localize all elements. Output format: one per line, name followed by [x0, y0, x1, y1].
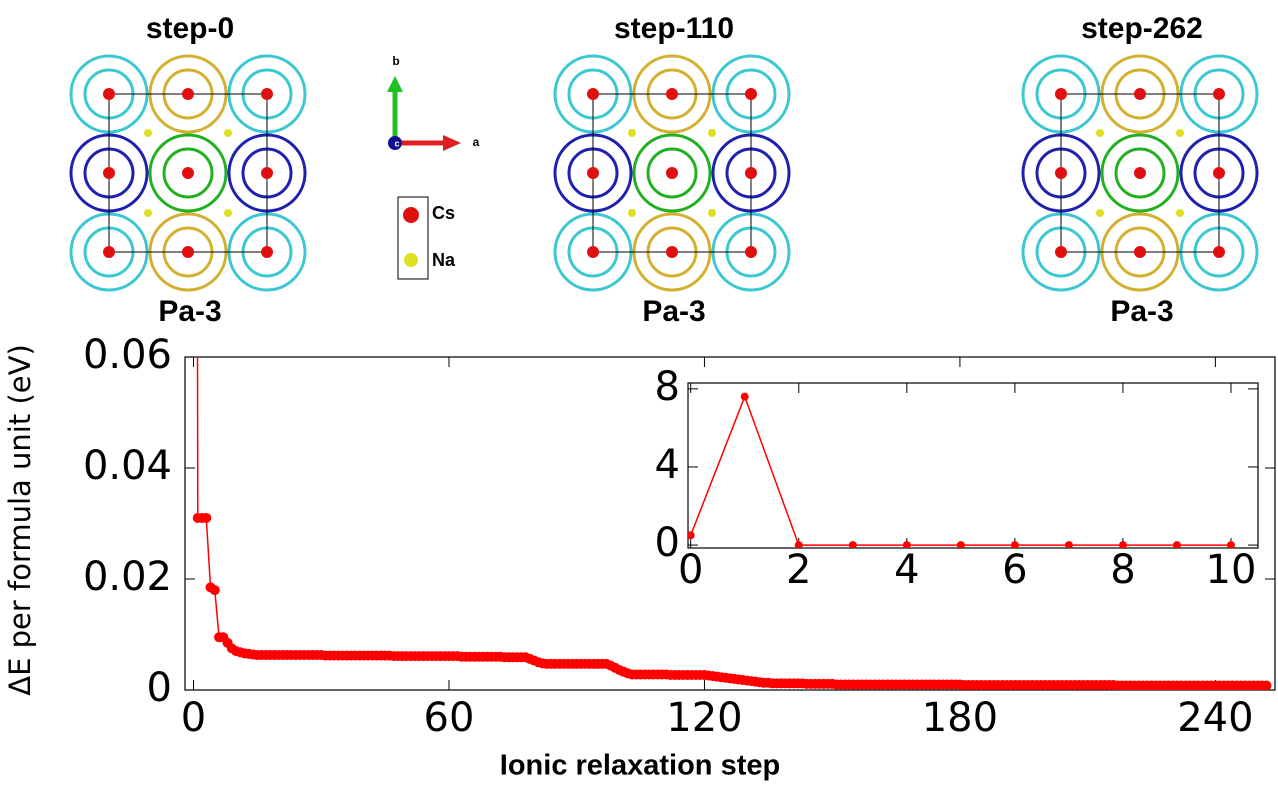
axis-label: c	[394, 138, 399, 148]
y-tick-label: 0.04	[83, 443, 172, 489]
x-tick-label: 180	[922, 695, 998, 741]
x-tick-label: 120	[666, 695, 742, 741]
legend-label: Na	[432, 250, 456, 270]
y-tick-label: 0.06	[83, 332, 172, 378]
data-point	[849, 541, 857, 549]
space-group: Pa-3	[158, 295, 221, 328]
data-point	[1261, 681, 1271, 691]
data-point	[795, 541, 803, 549]
x-tick-label: 60	[424, 695, 475, 741]
x-tick-label: 8	[1110, 547, 1135, 593]
atoms-legend: Cs Na	[398, 197, 456, 279]
plot-frame	[688, 383, 1258, 548]
structure-step-0	[71, 56, 305, 290]
axis-label: a	[473, 135, 480, 149]
legend-label: Cs	[432, 203, 455, 223]
axis-triad: b a c	[387, 54, 480, 151]
data-point	[1173, 541, 1181, 549]
x-tick-label: 2	[786, 547, 811, 593]
structure-title: step-0	[146, 12, 234, 45]
y-tick-label: 0	[147, 665, 172, 711]
data-point	[201, 513, 211, 523]
data-point	[903, 541, 911, 549]
data-point	[1119, 541, 1127, 549]
data-point	[1011, 541, 1019, 549]
x-axis-label: Ionic relaxation step	[500, 750, 780, 782]
y-tick-label: 0	[655, 520, 680, 566]
data-point	[210, 585, 220, 595]
structure-title: step-262	[1081, 12, 1203, 45]
structure-step-262	[1023, 56, 1257, 290]
x-tick-label: 10	[1206, 547, 1257, 593]
figure: step-0 step-110 step-262 Pa-3 Pa-3 Pa-3 …	[0, 0, 1278, 783]
y-axis-label: ΔE per formula unit (eV)	[3, 344, 37, 696]
x-tick-label: 6	[1002, 547, 1027, 593]
y-tick-label: 0.02	[83, 554, 172, 600]
data-point	[1065, 541, 1073, 549]
x-tick-label: 0	[678, 547, 703, 593]
x-tick-label: 240	[1177, 695, 1253, 741]
y-tick-label: 8	[655, 364, 680, 410]
structure-title: step-110	[614, 12, 734, 45]
space-group: Pa-3	[642, 295, 705, 328]
axis-label: b	[392, 54, 399, 68]
data-point	[741, 393, 749, 401]
structure-step-110	[555, 56, 789, 290]
data-point	[1227, 541, 1235, 549]
data-point	[957, 541, 965, 549]
x-tick-label: 0	[181, 695, 206, 741]
y-tick-label: 4	[655, 442, 680, 488]
space-group: Pa-3	[1110, 295, 1173, 328]
x-tick-label: 4	[894, 547, 919, 593]
